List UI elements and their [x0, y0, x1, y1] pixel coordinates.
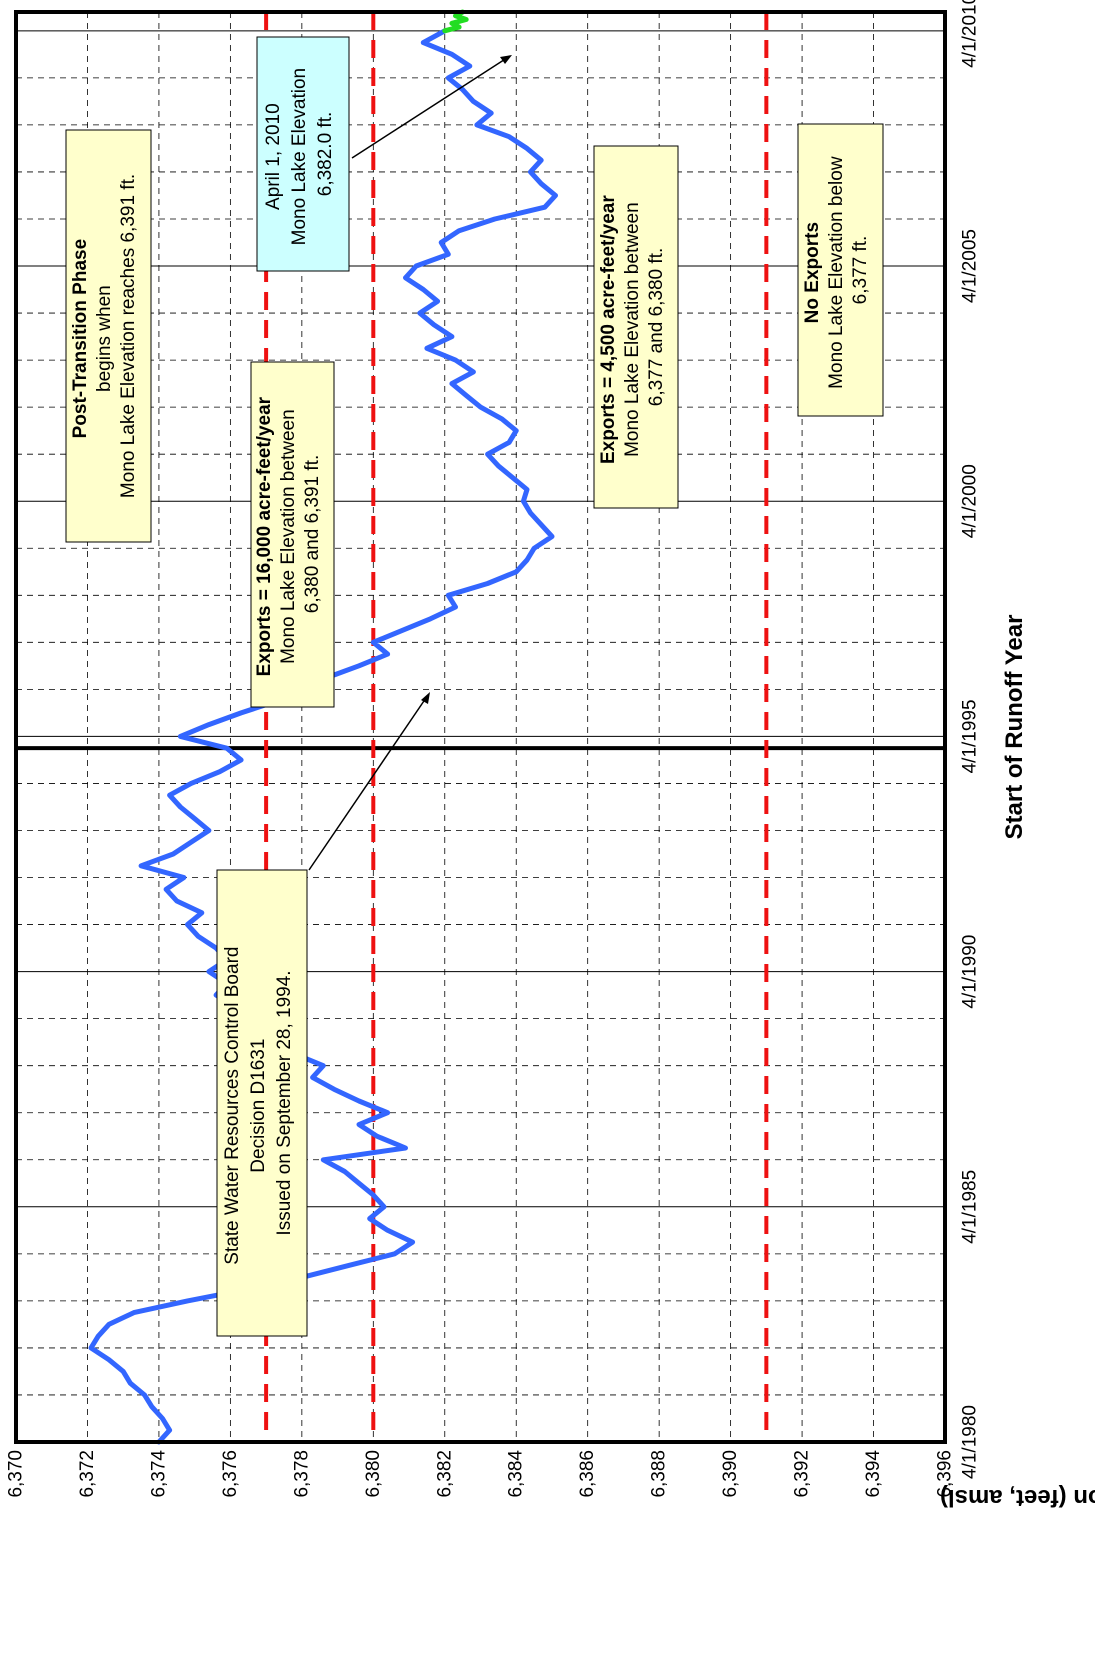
annotation-april-2010: April 1, 2010 Mono Lake Elevation 6,382.…: [256, 36, 350, 272]
y-tick-label: 6,372: [77, 1450, 98, 1498]
y-tick-label: 6,390: [720, 1450, 741, 1498]
x-tick-label: 4/1/2000: [960, 464, 981, 538]
tick-labels: 6,370 6,372 6,374 6,376 6,378 6,380 6,382 6,384…: [6, 0, 981, 1498]
y-tick-label: 6,370: [6, 1450, 27, 1498]
x-axis-title: Start of Runoff Year: [1001, 615, 1028, 840]
y-tick-label: 6,392: [792, 1450, 813, 1498]
arrow-swrcb: [308, 692, 430, 871]
svg-text:Post-Transition Phase be: Post-Transition Phase begins when Mono L…: [70, 174, 139, 498]
y-tick-label: 6,396: [935, 1450, 956, 1498]
series-line-projected: [442, 9, 469, 34]
x-tick-label: 4/1/1995: [960, 699, 981, 773]
y-tick-label: 6,378: [291, 1450, 312, 1498]
svg-text:State Water Resources Control: State Water Resources Control Board Deci…: [222, 941, 295, 1265]
y-tick-label: 6,376: [220, 1450, 241, 1498]
y-tick-label: 6,386: [577, 1450, 598, 1498]
y-axis-title: Elevation (feet, amsl): [940, 1484, 1095, 1511]
annotation-swrcb: State Water Resources Control Board Deci…: [216, 869, 308, 1337]
y-tick-label: 6,382: [434, 1450, 455, 1498]
y-tick-label: 6,374: [148, 1450, 169, 1498]
svg-text:April 1, 2010 Mono Lake: April 1, 2010 Mono Lake Elevation 6,382.…: [263, 63, 336, 246]
arrow-april-2010: [351, 55, 512, 159]
x-tick-label: 4/1/1980: [960, 1405, 981, 1479]
x-tick-label: 4/1/2010: [960, 0, 981, 68]
annotation-exports-16000: Exports = 16,000 acre-feet/year Mono Lak…: [250, 361, 335, 708]
y-tick-label: 6,388: [649, 1450, 670, 1498]
y-tick-label: 6,394: [863, 1450, 884, 1498]
svg-text:Exports = 16,000 acre-feet/yea: Exports = 16,000 acre-feet/year Mono Lak…: [254, 392, 323, 677]
annotation-no-exports: No Exports Mono Lake Elevation below 6,3…: [797, 123, 884, 417]
y-tick-label: 6,380: [363, 1450, 384, 1498]
svg-text:No Exports Mono Lake Ele: No Exports Mono Lake Elevation below 6,3…: [802, 151, 871, 389]
annotation-post-transition: Post-Transition Phase begins when Mono L…: [65, 129, 152, 543]
annotation-exports-4500: Exports = 4,500 acre-feet/year Mono Lake…: [593, 145, 679, 509]
x-tick-label: 4/1/1990: [960, 935, 981, 1009]
plot-frame: [14, 10, 947, 1444]
y-tick-label: 6,384: [506, 1450, 527, 1498]
series-lines: [88, 9, 558, 1445]
svg-text:Exports = 4,500 acre-feet/year: Exports = 4,500 acre-feet/year Mono Lake…: [598, 190, 667, 464]
series-line-observed: [88, 28, 558, 1445]
x-tick-label: 4/1/1985: [960, 1170, 981, 1244]
x-tick-label: 4/1/2005: [960, 229, 981, 303]
